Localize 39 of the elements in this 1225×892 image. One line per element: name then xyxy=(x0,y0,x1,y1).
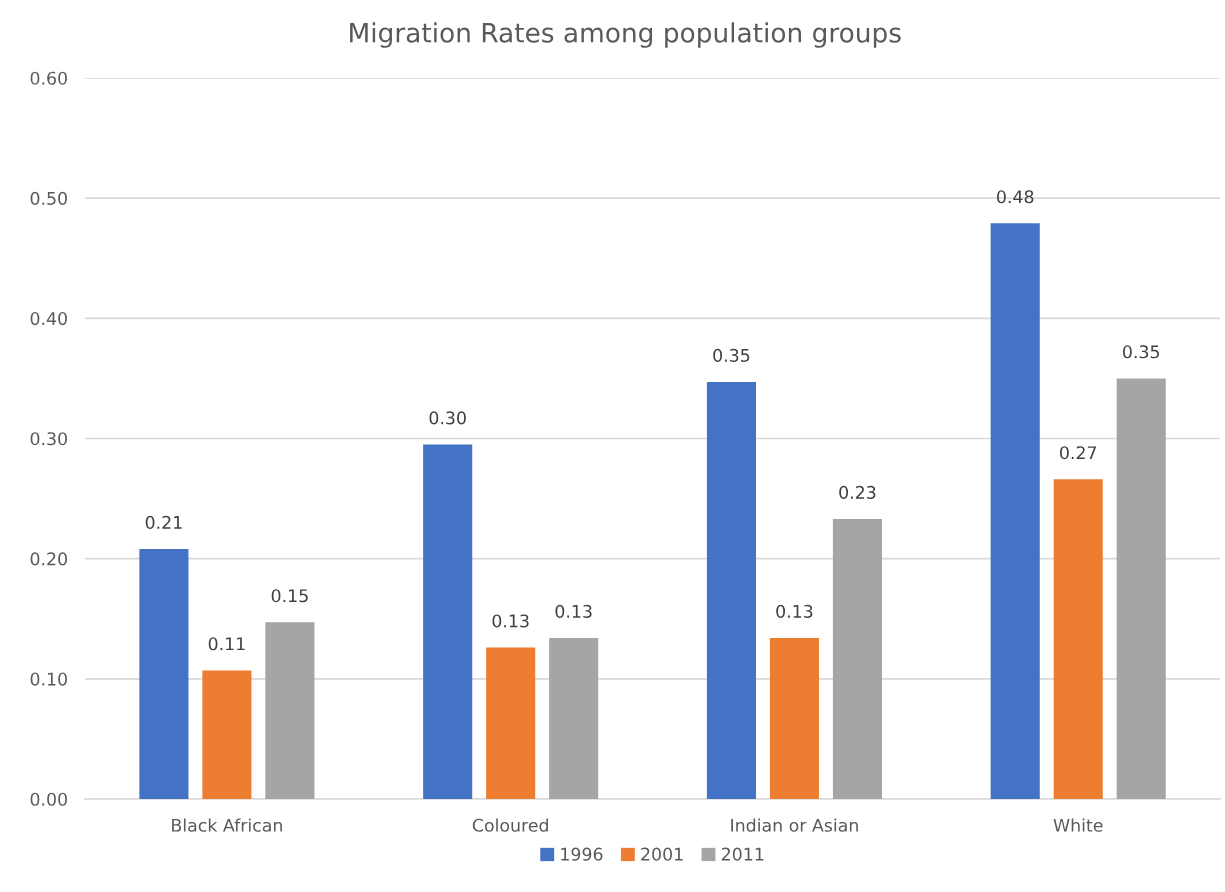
data-label: 0.30 xyxy=(429,411,466,425)
bar xyxy=(486,647,536,799)
bar xyxy=(1116,378,1166,799)
y-tick-label: 0.10 xyxy=(30,672,67,686)
chart-title: Migration Rates among population groups xyxy=(350,22,901,48)
data-label: 0.15 xyxy=(271,589,308,603)
data-label: 0.11 xyxy=(208,637,245,651)
bar xyxy=(706,381,756,799)
x-tick-label: Black African xyxy=(172,818,282,832)
bar xyxy=(265,622,315,799)
y-tick-label: 0.40 xyxy=(30,312,67,326)
bar xyxy=(202,670,252,799)
data-label: 0.13 xyxy=(492,614,529,628)
y-tick-label: 0.30 xyxy=(30,432,67,446)
legend-label: 2011 xyxy=(721,847,764,861)
legend-label: 2001 xyxy=(641,847,683,861)
y-tick-label: 0.60 xyxy=(30,71,67,85)
data-label: 0.35 xyxy=(1123,345,1160,359)
bar xyxy=(990,223,1040,799)
data-label: 0.35 xyxy=(713,348,750,362)
y-tick-label: 0.20 xyxy=(30,552,67,566)
bar xyxy=(1053,479,1103,799)
bar xyxy=(769,637,819,799)
legend-label: 1996 xyxy=(561,847,603,861)
data-label: 0.13 xyxy=(555,604,592,618)
data-label: 0.13 xyxy=(776,604,813,618)
data-label: 0.27 xyxy=(1060,446,1097,460)
y-tick-label: 0.00 xyxy=(30,792,67,806)
y-tick-label: 0.50 xyxy=(30,191,67,205)
bar xyxy=(139,549,189,799)
x-tick-label: Indian or Asian xyxy=(731,818,858,832)
bar xyxy=(423,444,473,799)
x-tick-label: White xyxy=(1053,818,1103,832)
bar xyxy=(832,518,882,799)
bar xyxy=(549,637,599,799)
data-label: 0.48 xyxy=(997,190,1034,204)
data-label: 0.21 xyxy=(145,515,182,529)
x-tick-label: Coloured xyxy=(472,818,548,832)
data-label: 0.23 xyxy=(839,485,876,499)
